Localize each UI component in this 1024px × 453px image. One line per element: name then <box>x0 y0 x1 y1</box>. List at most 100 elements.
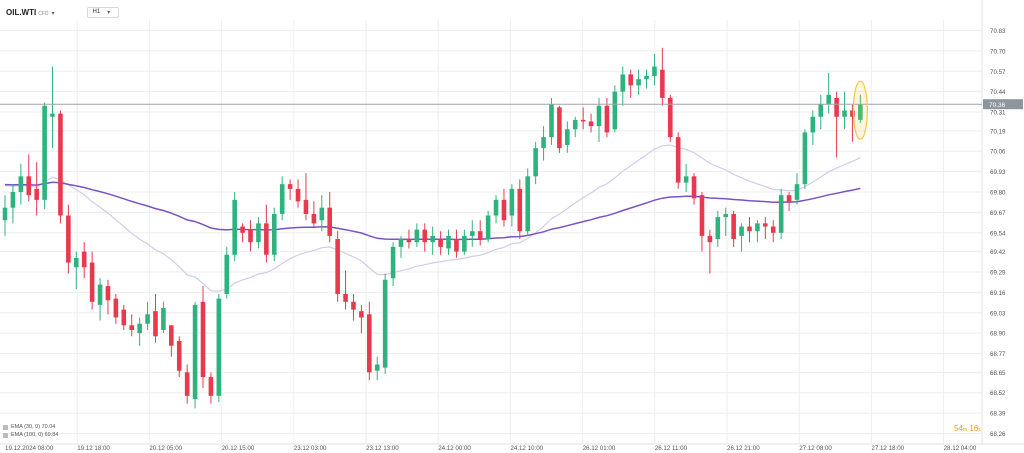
x-tick-label: 26.12 11:00 <box>655 445 688 452</box>
y-tick-label: 68.26 <box>990 431 1006 438</box>
candle <box>240 223 245 243</box>
y-tick-label: 68.52 <box>990 390 1006 397</box>
y-tick-label: 70.44 <box>990 89 1006 96</box>
countdown-min-unit: m <box>962 427 968 433</box>
candle <box>517 179 523 240</box>
y-tick-label: 68.65 <box>990 370 1006 377</box>
y-tick-label: 69.03 <box>990 310 1006 317</box>
candle <box>311 201 317 227</box>
candle <box>842 91 847 130</box>
candle <box>731 210 736 247</box>
current-price-label: 70.36 <box>989 102 1006 109</box>
candle <box>264 204 269 263</box>
candle <box>509 184 515 227</box>
timeframe-selector[interactable]: H1 ▾ <box>86 6 119 18</box>
candle <box>588 113 594 133</box>
candle <box>271 207 277 262</box>
candle <box>739 223 744 252</box>
x-tick-label: 19.12 18:00 <box>77 445 110 452</box>
candle <box>493 195 499 224</box>
candle <box>42 102 47 210</box>
y-tick-label: 70.06 <box>990 149 1006 156</box>
y-tick-label: 69.16 <box>990 290 1006 297</box>
y-tick-label: 68.77 <box>990 351 1006 358</box>
candle <box>66 204 71 274</box>
candle <box>224 246 230 299</box>
candle <box>778 188 784 240</box>
indicator-legend: EMA (30, 0) 70.04 EMA (100, 0) 69.84 <box>3 423 58 439</box>
x-tick-label: 28.12 04:00 <box>944 445 977 452</box>
candle <box>26 154 32 202</box>
x-tick-label: 20.12 15:00 <box>222 445 255 452</box>
candle <box>533 141 538 185</box>
candle <box>446 229 451 255</box>
timeframe-label: H1 <box>92 9 101 15</box>
candles <box>2 47 863 409</box>
y-tick-label: 70.70 <box>990 48 1006 55</box>
candle <box>485 210 491 243</box>
legend-item-ema100[interactable]: EMA (100, 0) 69.84 <box>3 431 58 439</box>
candle <box>430 226 435 255</box>
symbol-selector[interactable]: OIL.WTI CFD ▾ <box>6 8 55 17</box>
candle <box>477 220 483 246</box>
candle <box>208 372 214 404</box>
current-price-line: 70.36 <box>0 80 1023 140</box>
candle <box>200 286 206 389</box>
candle <box>580 107 586 130</box>
candle <box>232 192 237 262</box>
y-tick-label: 70.83 <box>990 28 1006 35</box>
chevron-down-icon: ▾ <box>51 10 55 17</box>
candle <box>367 301 372 381</box>
legend-item-ema30[interactable]: EMA (30, 0) 70.04 <box>3 423 58 431</box>
y-tick-label: 69.42 <box>990 249 1006 256</box>
x-tick-label: 27.12 08:00 <box>799 445 832 452</box>
x-tick-label: 24.12 00:00 <box>438 445 471 452</box>
candle <box>557 105 562 153</box>
candle <box>2 195 8 236</box>
candle <box>850 104 855 142</box>
x-tick-label: 19.12.2024 08:00 <box>5 445 54 452</box>
candle <box>565 121 570 153</box>
countdown-sec-unit: s <box>978 427 981 433</box>
instrument-toolbar: OIL.WTI CFD ▾ H1 ▾ <box>6 4 119 20</box>
candle <box>374 356 380 381</box>
x-tick-label: 26.12 01:00 <box>583 445 616 452</box>
candle <box>18 163 24 205</box>
y-tick-label: 70.57 <box>990 69 1006 76</box>
chevron-down-icon: ▾ <box>107 9 111 16</box>
candle <box>810 110 816 145</box>
candle <box>34 162 39 216</box>
candle <box>73 251 79 290</box>
candle <box>501 188 507 227</box>
candle <box>382 273 388 374</box>
symbol-label: OIL.WTI <box>6 7 37 17</box>
candle <box>826 72 831 114</box>
candle <box>351 293 356 321</box>
legend-label: EMA (30, 0) 70.04 <box>11 424 56 430</box>
x-tick-label: 27.12 18:00 <box>871 445 904 452</box>
candle <box>153 293 158 343</box>
y-tick-label: 68.90 <box>990 331 1006 338</box>
candle <box>176 336 182 378</box>
candle <box>596 97 602 142</box>
candle <box>770 220 776 243</box>
candle <box>398 235 404 258</box>
candle <box>50 66 55 149</box>
candle <box>89 251 95 310</box>
current-price-tag <box>983 99 1023 110</box>
candle <box>137 317 142 346</box>
y-tick-label: 68.39 <box>990 411 1006 418</box>
y-tick-label: 69.93 <box>990 169 1006 176</box>
candle <box>652 54 657 86</box>
time-axis[interactable]: 19.12.2024 08:00 19.12 18:00 20.12 05:00 20… <box>5 445 977 452</box>
candle <box>216 293 222 403</box>
candle <box>699 192 705 252</box>
candle <box>667 94 673 142</box>
candle <box>786 192 792 211</box>
legend-label: EMA (100, 0) 69.84 <box>11 432 59 438</box>
candle <box>469 220 475 247</box>
price-axis[interactable]: 70.83 70.70 70.57 70.44 70.31 70.19 70.06 69.93… <box>990 28 1006 438</box>
candle <box>572 116 578 138</box>
candle <box>406 229 412 249</box>
